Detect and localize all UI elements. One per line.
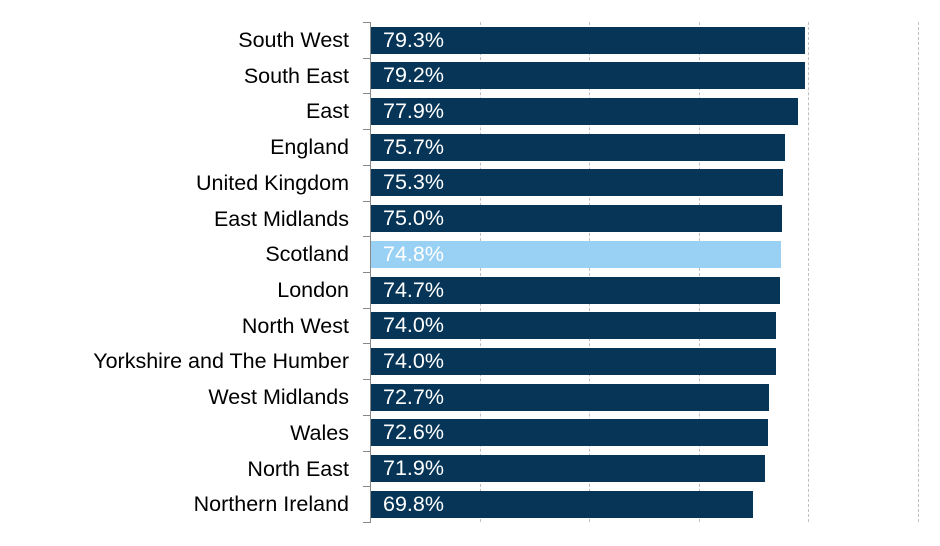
gridline: [589, 22, 590, 522]
data-label: 72.6%: [383, 420, 444, 445]
bar: [371, 62, 805, 90]
category-tick: [363, 414, 371, 416]
category-label: South West: [238, 28, 349, 52]
bar-highlight: [371, 240, 781, 268]
category-tick: [363, 93, 371, 95]
category-label: Yorkshire and The Humber: [93, 349, 349, 374]
category-tick: [363, 343, 371, 345]
data-label: 74.8%: [383, 241, 444, 266]
data-label: 79.2%: [383, 63, 444, 88]
data-label: 71.9%: [383, 456, 444, 481]
gridline: [698, 22, 700, 522]
bar: [371, 133, 786, 161]
gridline: [479, 22, 481, 522]
data-label: 72.7%: [383, 384, 444, 409]
category-tick: [363, 450, 371, 452]
category-label: East Midlands: [213, 206, 349, 231]
category-tick: [363, 200, 371, 202]
category-tick: [363, 22, 371, 23]
bar: [371, 490, 754, 518]
category-label: North West: [241, 313, 349, 338]
category-label: West Midlands: [208, 385, 349, 410]
gridline: [917, 22, 919, 522]
category-label: Northern Ireland: [193, 492, 349, 517]
data-label: 75.3%: [383, 170, 444, 195]
category-label: Scotland: [265, 242, 349, 267]
category-tick: [363, 272, 371, 273]
data-label: 74.0%: [383, 313, 444, 338]
data-label: 75.0%: [383, 206, 444, 231]
category-label: South East: [243, 63, 349, 88]
data-label: 74.0%: [383, 348, 444, 373]
category-label: East: [305, 99, 349, 124]
bar: [371, 312, 777, 340]
category-tick: [363, 379, 371, 381]
category-label: Wales: [290, 420, 349, 445]
bar: [371, 455, 765, 483]
data-label: 77.9%: [383, 98, 444, 123]
bar: [371, 276, 780, 304]
category-tick: [363, 164, 371, 166]
data-label: 74.7%: [383, 277, 444, 302]
category-label: England: [270, 135, 349, 160]
category-tick: [363, 307, 371, 309]
category-label: United Kingdom: [196, 170, 349, 195]
category-tick: [363, 236, 371, 238]
category-label: North East: [247, 456, 349, 481]
category-tick: [363, 129, 371, 131]
bar: [371, 97, 798, 125]
bar: [371, 383, 770, 411]
bar: [371, 205, 782, 233]
bar: [371, 347, 777, 375]
data-label: 69.8%: [383, 491, 444, 516]
bar: [371, 169, 784, 197]
category-tick: [363, 486, 371, 488]
bar: [371, 419, 769, 447]
data-label: 79.3%: [383, 27, 444, 52]
category-tick: [363, 57, 371, 59]
category-label: London: [277, 278, 349, 302]
bar: [371, 26, 806, 54]
data-label: 75.7%: [383, 134, 444, 159]
category-tick: [363, 522, 371, 523]
gridline: [808, 22, 809, 522]
